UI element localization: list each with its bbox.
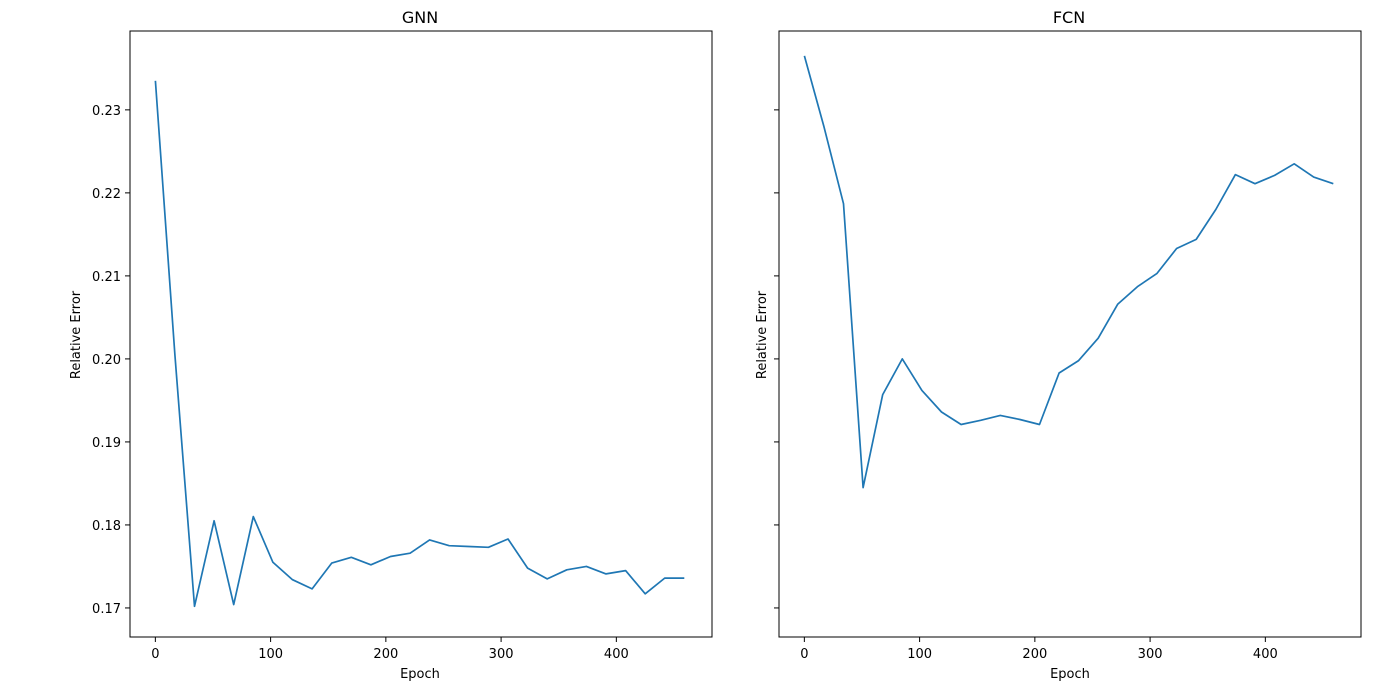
x-tick-label: 0 xyxy=(800,647,808,662)
axes-frame xyxy=(778,30,1362,638)
x-tick-label: 200 xyxy=(1022,647,1047,662)
x-ticks-gnn: 0 100 200 300 400 xyxy=(151,637,629,662)
chart-title: GNN xyxy=(402,8,438,27)
y-ticks-gnn: 0.17 0.18 0.19 0.20 0.21 0.22 0.23 xyxy=(92,104,130,617)
x-tick-label: 300 xyxy=(489,647,514,662)
y-tick-label: 0.23 xyxy=(92,104,121,119)
series-line xyxy=(154,80,685,608)
subplot-fcn: FCN Epoch Relative Error 0 100 200 300 400 xyxy=(755,8,1362,682)
x-ticks-fcn: 0 100 200 300 400 xyxy=(800,637,1278,662)
subplot-gnn: GNN Epoch Relative Error 0 100 200 300 400 0… xyxy=(69,8,713,682)
x-tick-label: 300 xyxy=(1138,647,1163,662)
x-tick-label: 200 xyxy=(373,647,398,662)
plot-layer-fcn xyxy=(803,55,1334,489)
y-tick-label: 0.17 xyxy=(92,602,121,617)
chart-title: FCN xyxy=(1053,8,1085,27)
plot-layer-gnn xyxy=(154,80,685,608)
y-tick-label: 0.21 xyxy=(92,270,121,285)
x-tick-label: 100 xyxy=(258,647,283,662)
x-axis-label: Epoch xyxy=(400,667,440,682)
x-axis-label: Epoch xyxy=(1050,667,1090,682)
y-ticks-fcn xyxy=(774,109,779,609)
x-tick-label: 0 xyxy=(151,647,159,662)
y-tick-label: 0.19 xyxy=(92,436,121,451)
y-axis-label: Relative Error xyxy=(755,290,770,379)
x-tick-label: 400 xyxy=(1253,647,1278,662)
axes-frame xyxy=(129,30,713,638)
y-tick-label: 0.18 xyxy=(92,519,121,534)
y-tick-label: 0.22 xyxy=(92,187,121,202)
x-tick-label: 400 xyxy=(604,647,629,662)
series-line xyxy=(803,55,1334,489)
y-axis-label: Relative Error xyxy=(69,290,84,379)
x-tick-label: 100 xyxy=(907,647,932,662)
y-tick-label: 0.20 xyxy=(92,353,121,368)
